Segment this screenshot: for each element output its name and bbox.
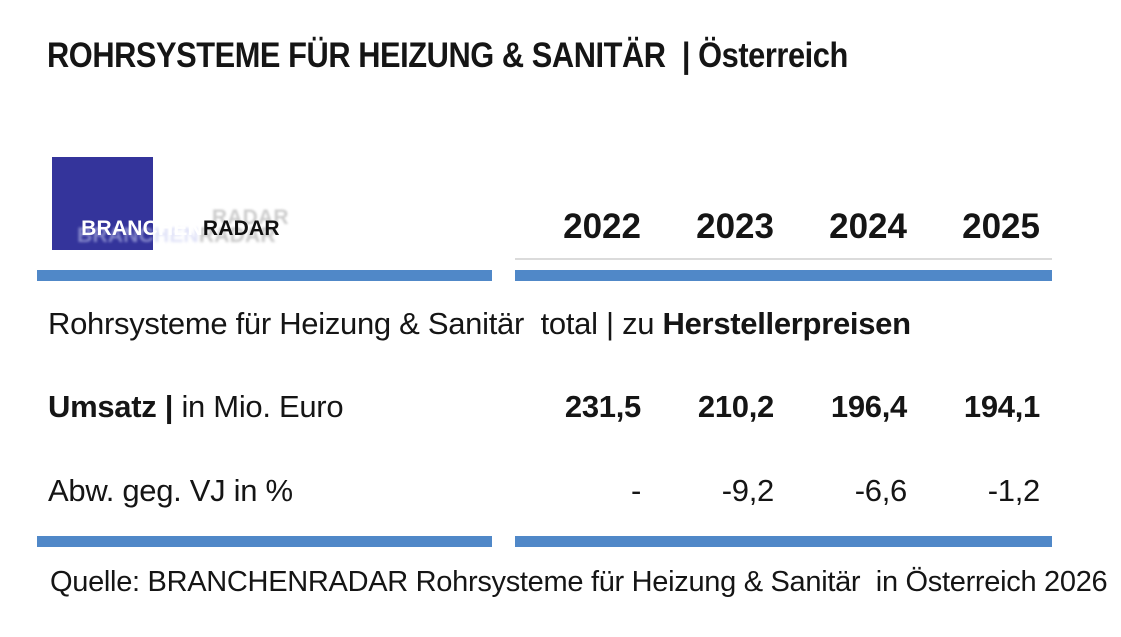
logo-text-radar: RADAR: [202, 217, 280, 240]
section-header-bold: Herstellerpreisen: [662, 306, 912, 341]
abweichung-value-2023: -9,2: [721, 473, 775, 508]
year-header-2022: 2022: [563, 207, 641, 246]
row-label-umsatz-bold: Umsatz |: [48, 389, 182, 424]
umsatz-value-2024: 196,4: [830, 389, 907, 424]
row-label-abweichung: Abw. geg. VJ in %: [48, 470, 508, 512]
divider-top-left: [37, 270, 492, 281]
year-header-row: 2022 2023 2024 2025: [0, 208, 1121, 246]
logo-text: BRANCHENRADAR: [57, 190, 280, 268]
page-title: ROHRSYSTEME FÜR HEIZUNG & SANITÄR | Öste…: [47, 36, 848, 75]
abweichung-value-2024: -6,6: [854, 473, 908, 508]
logo-ghost2-radar: RADAR: [211, 206, 289, 229]
divider-top-right: [515, 270, 1052, 281]
year-header-2025: 2025: [962, 207, 1040, 246]
section-header: Rohrsysteme für Heizung & Sanitär total …: [48, 303, 911, 345]
logo-text-branchen: BRANCHEN: [81, 217, 203, 240]
abweichung-value-2022: -: [630, 473, 641, 508]
table-row-umsatz: Umsatz | in Mio. Euro 231,5 210,2 196,4 …: [0, 386, 1121, 428]
table-row-abweichung: Abw. geg. VJ in % - -9,2 -6,6 -1,2: [0, 470, 1121, 512]
logo-ghost-branchen: BRANCHEN: [77, 224, 199, 247]
divider-bottom-right: [515, 536, 1052, 547]
logo-text-ghost-lower: BRANCHENRADAR: [53, 197, 276, 275]
divider-bottom-left: [37, 536, 492, 547]
year-header-2024: 2024: [829, 207, 907, 246]
row-label-umsatz-unit: in Mio. Euro: [181, 389, 344, 424]
year-header-2023: 2023: [696, 207, 774, 246]
source-line: Quelle: BRANCHENRADAR Rohrsysteme für He…: [50, 566, 1108, 598]
row-label-umsatz: Umsatz | in Mio. Euro: [48, 386, 508, 428]
umsatz-value-2023: 210,2: [697, 389, 774, 424]
logo-ghost-radar: RADAR: [198, 224, 276, 247]
branchenradar-logo: BRANCHENRADAR BRANCHENRADAR BRANCHENRADA…: [52, 157, 312, 257]
logo-text-ghost-upper: BRANCHENRADAR: [66, 179, 289, 257]
abweichung-value-2025: -1,2: [987, 473, 1041, 508]
umsatz-value-2025: 194,1: [963, 389, 1040, 424]
umsatz-value-2022: 231,5: [564, 389, 641, 424]
table-top-border: [515, 258, 1052, 260]
section-header-regular: Rohrsysteme für Heizung & Sanitär total …: [48, 306, 663, 341]
logo-square: [52, 157, 153, 250]
row-label-abweichung-text: Abw. geg. VJ in %: [48, 473, 293, 508]
